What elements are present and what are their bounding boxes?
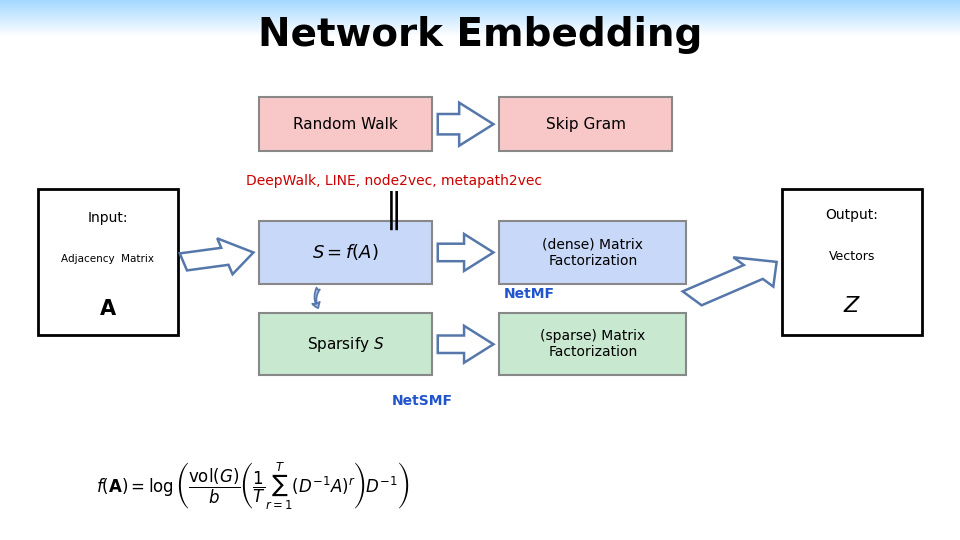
Polygon shape bbox=[180, 238, 253, 274]
Text: NetSMF: NetSMF bbox=[392, 394, 453, 408]
Text: Network Embedding: Network Embedding bbox=[258, 16, 702, 54]
Bar bbox=[0, 33, 960, 34]
Bar bbox=[0, 29, 960, 30]
Bar bbox=[0, 3, 960, 4]
Bar bbox=[0, 12, 960, 13]
Bar bbox=[0, 9, 960, 10]
Text: $Z$: $Z$ bbox=[843, 295, 861, 316]
Bar bbox=[0, 15, 960, 16]
Text: Random Walk: Random Walk bbox=[293, 117, 398, 132]
Bar bbox=[0, 23, 960, 24]
Text: NetMF: NetMF bbox=[504, 287, 555, 301]
Bar bbox=[0, 31, 960, 32]
Bar bbox=[0, 18, 960, 19]
Bar bbox=[0, 24, 960, 25]
Text: $S = f(A)$: $S = f(A)$ bbox=[312, 242, 379, 262]
Polygon shape bbox=[438, 326, 493, 363]
Text: ║: ║ bbox=[384, 191, 403, 230]
Text: Adjacency  Matrix: Adjacency Matrix bbox=[61, 254, 155, 264]
FancyBboxPatch shape bbox=[259, 313, 432, 375]
Bar bbox=[0, 28, 960, 29]
Text: Skip Gram: Skip Gram bbox=[545, 117, 626, 132]
Bar bbox=[0, 11, 960, 12]
Bar bbox=[0, 10, 960, 11]
Polygon shape bbox=[438, 103, 493, 146]
Bar bbox=[0, 22, 960, 23]
Text: DeepWalk, LINE, node2vec, metapath2vec: DeepWalk, LINE, node2vec, metapath2vec bbox=[246, 174, 541, 188]
Bar bbox=[0, 6, 960, 7]
FancyBboxPatch shape bbox=[499, 221, 686, 284]
Bar bbox=[0, 21, 960, 22]
Text: Output:: Output: bbox=[826, 208, 878, 222]
Text: (sparse) Matrix
Factorization: (sparse) Matrix Factorization bbox=[540, 329, 645, 359]
Bar bbox=[0, 2, 960, 3]
Bar bbox=[0, 19, 960, 20]
FancyBboxPatch shape bbox=[259, 97, 432, 151]
Bar bbox=[0, 25, 960, 26]
Bar bbox=[0, 13, 960, 14]
Bar bbox=[0, 4, 960, 5]
Bar bbox=[0, 26, 960, 27]
Bar bbox=[0, 7, 960, 8]
Bar bbox=[0, 14, 960, 15]
Text: Input:: Input: bbox=[87, 211, 129, 225]
Bar bbox=[0, 20, 960, 21]
Bar bbox=[0, 0, 960, 1]
Text: (dense) Matrix
Factorization: (dense) Matrix Factorization bbox=[542, 238, 643, 267]
Text: $\mathbf{A}$: $\mathbf{A}$ bbox=[99, 299, 117, 319]
FancyBboxPatch shape bbox=[38, 189, 178, 335]
FancyBboxPatch shape bbox=[499, 313, 686, 375]
Bar bbox=[0, 32, 960, 33]
Bar bbox=[0, 30, 960, 31]
Bar bbox=[0, 8, 960, 9]
Text: Vectors: Vectors bbox=[828, 249, 876, 262]
Text: Sparsify $S$: Sparsify $S$ bbox=[307, 335, 384, 354]
FancyBboxPatch shape bbox=[782, 189, 922, 335]
FancyBboxPatch shape bbox=[499, 97, 672, 151]
Bar bbox=[0, 27, 960, 28]
Bar bbox=[0, 5, 960, 6]
FancyBboxPatch shape bbox=[259, 221, 432, 284]
Bar bbox=[0, 17, 960, 18]
Text: $f(\mathbf{A}) = \log\left(\dfrac{\mathrm{vol}(G)}{b}\left(\dfrac{1}{T}\sum_{r=1: $f(\mathbf{A}) = \log\left(\dfrac{\mathr… bbox=[96, 460, 409, 512]
Polygon shape bbox=[683, 257, 777, 305]
Bar bbox=[0, 16, 960, 17]
Polygon shape bbox=[438, 234, 493, 271]
Bar bbox=[0, 34, 960, 35]
Bar bbox=[0, 1, 960, 2]
